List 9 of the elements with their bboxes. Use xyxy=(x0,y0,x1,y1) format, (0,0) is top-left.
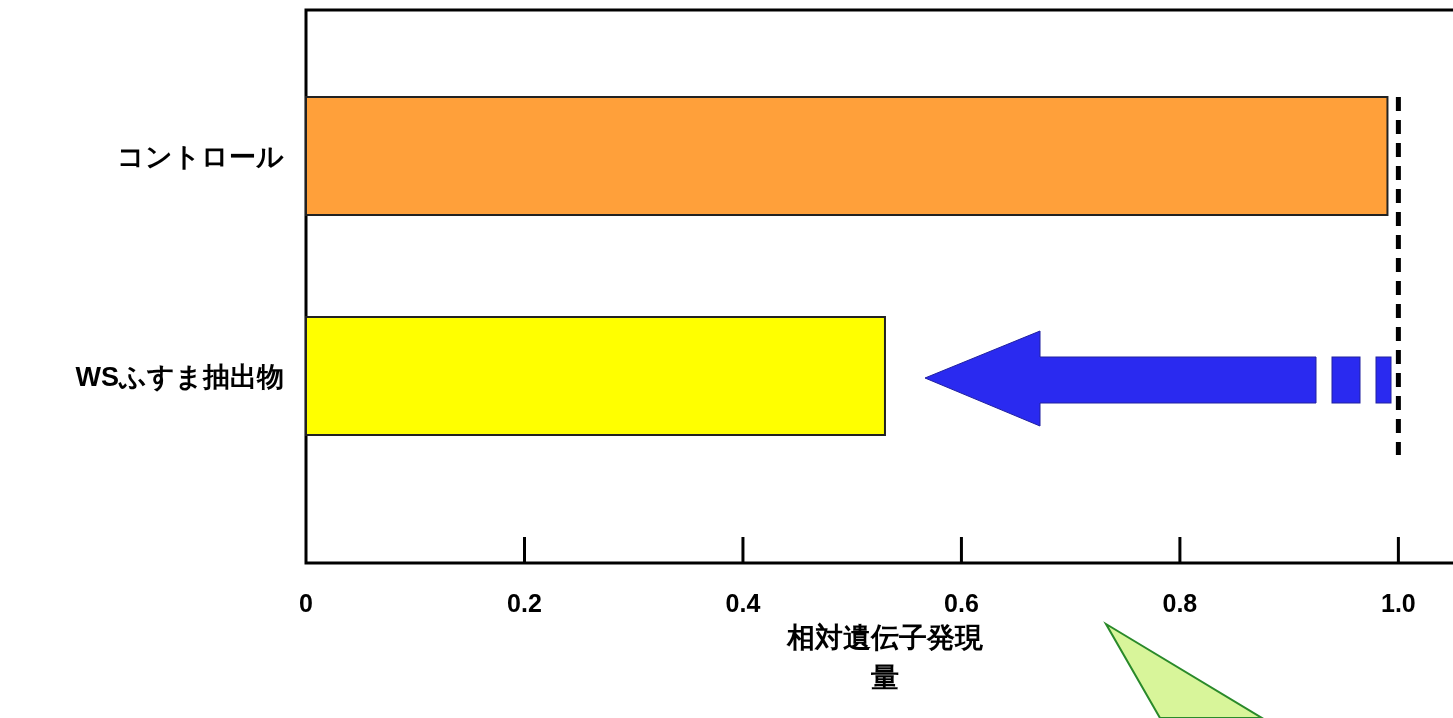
y-tick-label: コントロール xyxy=(117,142,284,172)
x-tick-label: 0.2 xyxy=(507,589,542,617)
x-tick-label: 0.4 xyxy=(725,589,761,617)
x-tick-label: 0.8 xyxy=(1162,589,1198,617)
x-tick-label: 0 xyxy=(299,589,313,617)
x-axis-title: 相対遺伝子発現量 xyxy=(785,621,984,695)
y-tick-label: WSふすま抽出物 xyxy=(75,362,284,392)
x-tick-label: 0.6 xyxy=(944,589,979,617)
x-tick-label: 1.0 xyxy=(1381,589,1416,617)
